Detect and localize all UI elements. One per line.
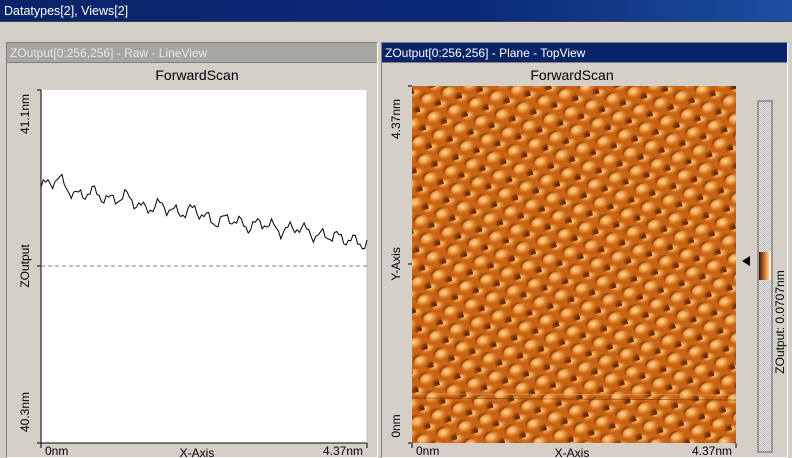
top-view-title: ZOutput[0:256,256] - Plane - TopView bbox=[385, 46, 586, 60]
top-view-header[interactable]: ZOutput[0:256,256] - Plane - TopView bbox=[382, 43, 787, 63]
afm-topography-image[interactable] bbox=[412, 86, 736, 443]
line-view-panel[interactable]: ZOutput[0:256,256] - Raw - LineView Forw… bbox=[6, 42, 378, 458]
scan-artifact-line bbox=[411, 393, 737, 396]
scan-artifact-line bbox=[411, 397, 737, 401]
top-x-right-label: 4.37nm bbox=[692, 444, 732, 457]
colorbar-marker-icon[interactable] bbox=[742, 256, 750, 266]
window-title: Datatypes[2], Views[2] bbox=[4, 4, 129, 18]
top-x-left-label: 0nm bbox=[416, 444, 439, 457]
line-plot-title: ForwardScan bbox=[155, 67, 238, 83]
line-view-header[interactable]: ZOutput[0:256,256] - Raw - LineView bbox=[7, 43, 377, 63]
workspace: ZOutput[0:256,256] - Raw - LineView Forw… bbox=[0, 22, 792, 458]
line-view-body: ForwardScan 41.1nm ZOutput 40.3nm 0nm X-… bbox=[7, 64, 377, 458]
scan-profile-line bbox=[40, 173, 368, 250]
line-x-axis-title: X-Axis bbox=[180, 446, 215, 457]
colorbar-label: ZOutput: 0.0707nm bbox=[773, 270, 787, 373]
line-x-right-label: 4.37nm bbox=[323, 444, 363, 457]
line-y-top-label: 41.1nm bbox=[18, 94, 32, 134]
line-y-axis-title: ZOutput bbox=[18, 244, 32, 288]
top-view-panel[interactable]: ZOutput[0:256,256] - Plane - TopView bbox=[381, 42, 788, 458]
top-y-axis-title: Y-Axis bbox=[389, 247, 403, 281]
top-x-axis-title: X-Axis bbox=[555, 446, 590, 457]
colorbar-gradient bbox=[759, 252, 771, 280]
top-view-svg: ForwardScan 4.37nm Y-Axis 0nm 0nm X-Axis… bbox=[389, 67, 787, 458]
line-y-bottom-label: 40.3nm bbox=[18, 392, 32, 432]
window-title-bar[interactable]: Datatypes[2], Views[2] bbox=[0, 0, 792, 22]
line-view-title: ZOutput[0:256,256] - Raw - LineView bbox=[10, 46, 208, 60]
line-x-left-label: 0nm bbox=[45, 444, 68, 457]
line-plot-svg: ForwardScan 41.1nm ZOutput 40.3nm 0nm X-… bbox=[18, 67, 368, 458]
top-view-body: ForwardScan 4.37nm Y-Axis 0nm 0nm X-Axis… bbox=[382, 64, 787, 458]
top-y-top-label: 4.37nm bbox=[389, 99, 403, 139]
top-plot-title: ForwardScan bbox=[530, 67, 613, 83]
top-y-bottom-label: 0nm bbox=[389, 414, 403, 437]
